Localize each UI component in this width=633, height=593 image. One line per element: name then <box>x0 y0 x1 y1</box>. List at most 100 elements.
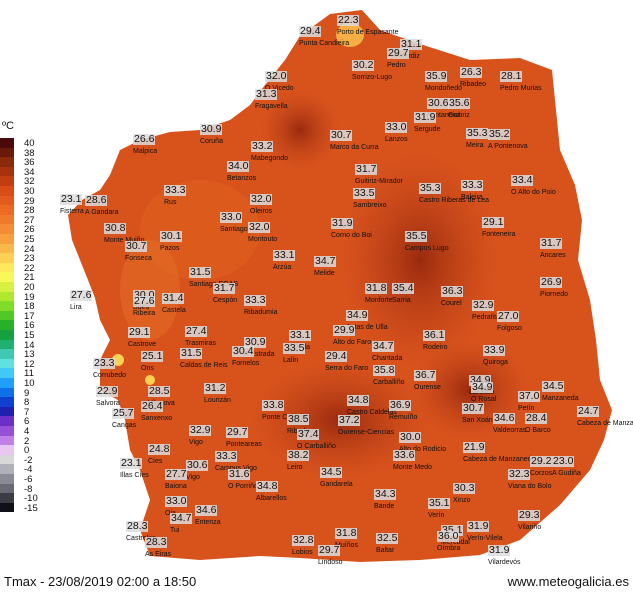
legend-swatch <box>0 147 14 158</box>
station-value: 25.7 <box>112 407 135 419</box>
station-label: 36.9 Remuíño <box>389 395 417 422</box>
legend-label: 14 <box>24 339 35 351</box>
legend-swatch <box>0 243 14 254</box>
station-name: Monte Medo <box>393 464 432 471</box>
station-value: 36.0 <box>437 530 460 542</box>
legend-label: 9 <box>24 387 30 399</box>
station-label: 31.7 Ancares <box>540 233 566 260</box>
station-label: 31.9 Sergude <box>414 107 440 134</box>
station-label: 31.8 Muíños <box>335 523 358 550</box>
station-label: 29.7 Pedro <box>387 43 410 70</box>
station-name: Santiago <box>220 226 248 233</box>
station-value: 32.3 <box>508 468 531 480</box>
source-link[interactable]: www.meteogalicia.es <box>507 574 629 589</box>
legend-item: -2 <box>0 454 44 466</box>
station-label: 24.8 Cíes <box>148 439 171 466</box>
station-value: 33.4 <box>511 174 534 186</box>
station-label: 23.0 A Gudiña <box>552 451 581 478</box>
station-name: Cangas <box>112 422 137 429</box>
station-value: 38.2 <box>287 449 310 461</box>
station-value: 35.9 <box>425 70 448 82</box>
legend-item: 32 <box>0 176 44 187</box>
station-value: 26.3 <box>460 66 483 78</box>
station-label: 25.7 Cangas <box>112 403 136 430</box>
legend-item: 25 <box>0 234 44 245</box>
station-value: 30.1 <box>160 230 183 242</box>
station-label: 34.5 Manzaneda <box>542 376 579 403</box>
legend-label: 27 <box>24 214 35 226</box>
station-label: 29.7 Ponteareas <box>226 422 262 449</box>
station-name: Fornelos <box>232 360 260 367</box>
station-name: Betanzos <box>227 175 257 182</box>
station-label: 30.0 Alto do Rodicio <box>399 427 446 454</box>
station-name: Piornedo <box>540 291 569 298</box>
station-label: 32.5 Baltar <box>376 528 399 555</box>
station-name: Melide <box>314 270 335 277</box>
legend-swatch <box>0 406 14 417</box>
station-value: 21.9 <box>463 441 486 453</box>
station-label: 27.6 Ribeira <box>133 291 156 318</box>
station-name: Vigo <box>186 474 200 481</box>
station-name: Ancares <box>540 252 566 259</box>
station-name: Mercadal <box>441 539 470 546</box>
legend-item: 10 <box>0 378 44 389</box>
station-label: 30.7 San Xoán <box>462 398 493 425</box>
station-value: 23.3 <box>93 357 116 369</box>
station-label: 31.2 Lourizán <box>204 378 231 405</box>
station-label: 29.2 Corzos <box>530 451 553 478</box>
station-value: 29.4 <box>299 25 322 37</box>
station-label: 32.8 Lobios <box>292 530 315 557</box>
station-label: 36.7 Ourense <box>414 365 441 392</box>
station-label: 35.1 Verín <box>428 493 451 520</box>
station-value: 33.0 <box>385 121 408 133</box>
station-name: Entenza <box>195 519 221 526</box>
station-value: 33.0 <box>220 211 243 223</box>
station-value: 33.5 <box>283 342 306 354</box>
station-label: 22.3 Porto de Espasante <box>337 10 399 37</box>
station-value: 31.1 <box>400 38 423 50</box>
station-value: 29.7 <box>318 544 341 556</box>
station-name: Lourizán <box>204 397 231 404</box>
station-value: 34.8 <box>256 480 279 492</box>
station-label: 28.4 O Barco <box>525 408 551 435</box>
station-label: 33.2 Mabegondo <box>251 136 288 163</box>
station-value: 34.9 <box>346 309 369 321</box>
station-value: 28.6 <box>85 194 108 206</box>
station-label: 35.5 Campus Lugo <box>405 226 449 253</box>
station-value: 33.3 <box>164 184 187 196</box>
legend-swatch <box>0 224 14 234</box>
station-label: 35.8 Carballiño <box>373 360 405 387</box>
legend-item: 36 <box>0 157 44 168</box>
legend-item: 12 <box>0 358 44 370</box>
station-value: 30.0 <box>399 431 422 443</box>
station-name: Fragavella <box>255 103 288 110</box>
station-name: Cabeza de Manzaneda <box>577 420 633 427</box>
legend-label: 36 <box>24 157 35 169</box>
station-label: 32.3 Viana do Bolo <box>508 464 551 491</box>
legend-item: 28 <box>0 205 44 216</box>
station-value: 36.7 <box>414 369 437 381</box>
station-label: 37.4 O Carballiño <box>297 424 336 451</box>
station-name: Ourense-Ciencias <box>338 429 395 436</box>
legend-item: 8 <box>0 397 44 408</box>
legend-swatch <box>0 195 14 206</box>
legend-label: 0 <box>24 445 30 457</box>
station-name: Castro Caldelas <box>347 409 397 416</box>
station-value: 29.2 <box>530 455 553 467</box>
station-name: Campus Lugo <box>405 245 449 252</box>
station-label: 30.6 Vigo <box>186 455 209 482</box>
station-label: 30.0 Boiro <box>133 285 156 312</box>
station-value: 28.4 <box>525 412 548 424</box>
station-value: 35.5 <box>405 230 428 242</box>
station-label: 32.0 Montouto <box>248 217 277 244</box>
station-name: Rodeiro <box>423 344 448 351</box>
station-label: 28.6 A Gandara <box>85 190 118 217</box>
station-value: 24.7 <box>577 405 600 417</box>
station-name: Malpica <box>133 148 158 155</box>
station-name: Ribadumia <box>244 309 278 316</box>
legend-label: 29 <box>24 195 35 207</box>
station-name: O Alto do Poio <box>511 189 556 196</box>
station-name: Montouto <box>248 236 278 243</box>
legend-label: 40 <box>24 138 35 149</box>
station-name: Ponte Caldelas <box>262 414 310 421</box>
